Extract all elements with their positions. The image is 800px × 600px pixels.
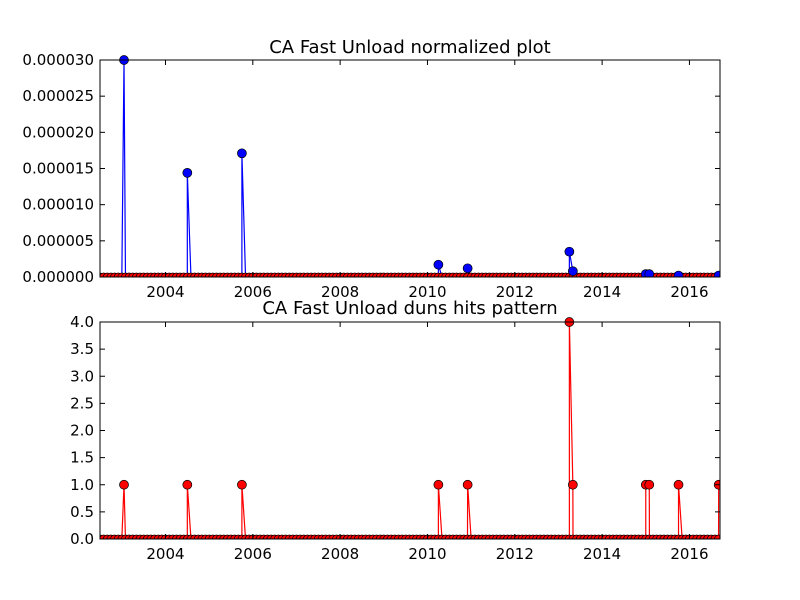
- data-point: [713, 270, 720, 277]
- y-tick-label: 0.000000: [22, 268, 94, 286]
- data-point: [568, 479, 578, 490]
- data-point: [673, 479, 684, 490]
- bottom-plot-area: 2004 2006 2008 2010 2012 2014 2016 0.0 0.5 1.0 1.5…: [70, 313, 720, 563]
- data-point: [673, 270, 684, 277]
- data-point: [237, 148, 247, 159]
- x-tick-label: 2006: [234, 545, 272, 563]
- data-point: [237, 479, 247, 490]
- top-axes-frame: [99, 59, 721, 278]
- data-point: [182, 167, 193, 178]
- y-tick-label: 1.5: [70, 449, 94, 467]
- baseline-marker: [714, 534, 720, 539]
- y-tick-label: 0.000005: [22, 232, 94, 250]
- data-point: [462, 479, 473, 490]
- series-group: [100, 317, 720, 539]
- data-point: [644, 479, 655, 490]
- y-tick-label: 0.0: [70, 530, 94, 548]
- x-tick-label: 2004: [146, 283, 184, 301]
- y-tick-label: 3.5: [70, 340, 94, 358]
- x-tick-label: 2010: [408, 283, 446, 301]
- data-point: [564, 246, 575, 257]
- x-tick-label: 2008: [321, 283, 359, 301]
- y-tick-label: 1.0: [70, 476, 94, 494]
- data-point: [462, 263, 473, 274]
- data-point: [182, 479, 193, 490]
- y-tick-label: 3.0: [70, 367, 94, 385]
- x-tick-label: 2004: [146, 545, 184, 563]
- x-tick-label: 2012: [496, 545, 534, 563]
- bottom-chart-title: CA Fast Unload duns hits pattern: [262, 298, 557, 319]
- y-tick-label: 0.000025: [22, 87, 94, 105]
- x-tick-label: 2008: [321, 545, 359, 563]
- x-tick-label: 2012: [496, 283, 534, 301]
- data-point: [433, 259, 444, 270]
- y-tick-label: 0.000020: [22, 123, 94, 141]
- y-tick-label: 0.5: [70, 503, 94, 521]
- data-point: [119, 479, 129, 490]
- x-tick-label: 2016: [670, 545, 708, 563]
- x-tick-label: 2014: [583, 283, 621, 301]
- data-point: [433, 479, 444, 490]
- y-tick-label: 2.0: [70, 422, 94, 440]
- x-tick-label: 2016: [670, 283, 708, 301]
- top-chart: CA Fast Unload normalized plot 2004 2006 2…: [22, 37, 721, 301]
- bottom-axes-frame: [99, 321, 721, 540]
- top-plot-area: 2004 2006 2008 2010 2012 2014 2016 0.000000 0.00…: [22, 51, 720, 301]
- top-chart-title: CA Fast Unload normalized plot: [269, 37, 551, 58]
- data-point: [568, 266, 578, 277]
- y-tick-label: 4.0: [70, 313, 94, 331]
- x-tick-label: 2010: [408, 545, 446, 563]
- data-point: [644, 269, 655, 277]
- y-tick-label: 2.5: [70, 394, 94, 412]
- x-tick-label: 2014: [583, 545, 621, 563]
- y-tick-label: 0.000015: [22, 160, 94, 178]
- x-tick-label: 2006: [234, 283, 272, 301]
- y-tick-label: 0.000030: [22, 51, 94, 69]
- bottom-chart: CA Fast Unload duns hits pattern 2004 200…: [70, 298, 721, 563]
- y-tick-label: 0.000010: [22, 196, 94, 214]
